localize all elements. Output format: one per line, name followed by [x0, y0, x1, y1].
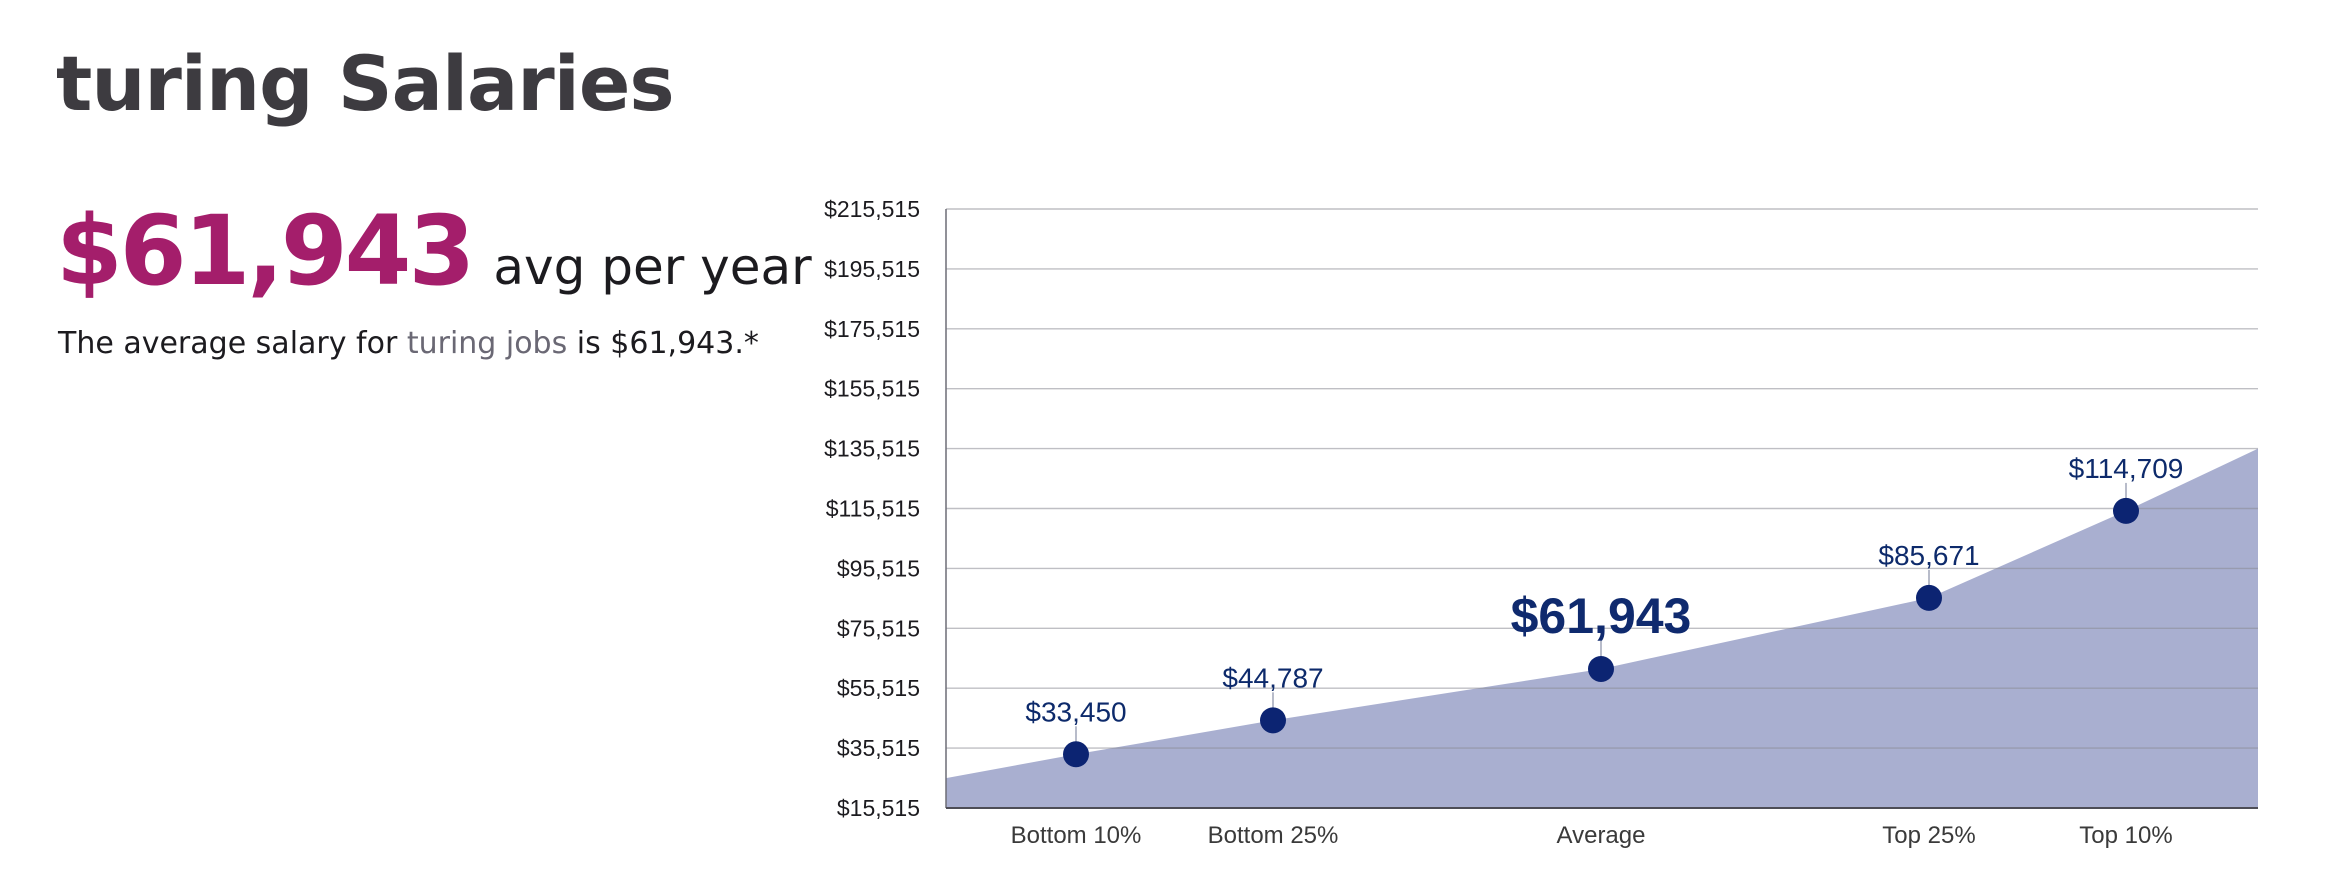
y-tick-label: $75,515 — [837, 615, 920, 641]
data-point — [2113, 497, 2139, 524]
data-point — [1260, 707, 1286, 734]
x-tick-label: Bottom 10% — [1011, 822, 1142, 849]
data-label: $33,450 — [1025, 696, 1126, 727]
data-point — [1916, 584, 1942, 611]
page-title: turing Salaries — [56, 39, 675, 128]
description-text-end: is $61,943.* — [567, 326, 759, 361]
y-tick-label: $195,515 — [824, 256, 920, 282]
x-tick-label: Top 10% — [2079, 822, 2172, 849]
y-tick-label: $95,515 — [837, 555, 920, 581]
description-text-start: The average salary for — [58, 326, 407, 361]
data-point — [1588, 655, 1614, 682]
y-tick-label: $155,515 — [824, 376, 920, 402]
average-salary-unit: avg per year — [493, 238, 812, 296]
average-salary-description: The average salary for turing jobs is $6… — [58, 322, 759, 366]
y-tick-label: $215,515 — [824, 196, 920, 222]
data-label: $114,709 — [2069, 453, 2184, 484]
y-tick-label: $35,515 — [837, 735, 920, 761]
x-tick-label: Bottom 25% — [1208, 822, 1339, 849]
data-point — [1063, 741, 1089, 768]
y-tick-label: $55,515 — [837, 675, 920, 701]
data-label: $44,787 — [1222, 662, 1323, 693]
average-salary-headline: $61,943 avg per year — [56, 196, 812, 322]
y-tick-label: $115,515 — [826, 496, 920, 522]
y-tick-label: $135,515 — [824, 436, 920, 462]
data-label: $61,943 — [1511, 588, 1692, 644]
turing-jobs-link[interactable]: turing jobs — [406, 326, 568, 361]
y-tick-label: $15,515 — [837, 795, 920, 821]
y-tick-label: $175,515 — [824, 316, 920, 342]
average-salary-amount: $61,943 — [56, 195, 475, 307]
x-tick-label: Average — [1557, 822, 1646, 849]
data-label: $85,671 — [1878, 540, 1979, 571]
chart-area — [946, 448, 2258, 808]
x-tick-label: Top 25% — [1882, 822, 1975, 849]
